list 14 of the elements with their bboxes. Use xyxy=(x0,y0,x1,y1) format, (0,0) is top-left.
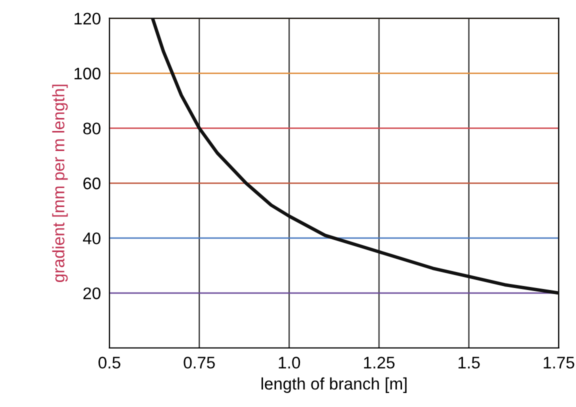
x-tick-label: 1.25 xyxy=(364,356,395,369)
x-tick-label: 0.5 xyxy=(98,356,120,369)
x-tick-label: 1.5 xyxy=(458,356,480,369)
y-tick-label: 40 xyxy=(82,232,100,244)
y-axis-title: gradient [mm per m length] xyxy=(52,84,68,282)
y-tick-label: 100 xyxy=(74,68,100,80)
y-tick-label: 120 xyxy=(74,12,100,25)
x-axis-title: length of branch [m] xyxy=(262,377,407,393)
x-tick-label: 1.0 xyxy=(278,356,300,369)
x-tick-label: 0.75 xyxy=(184,356,215,369)
y-tick-label: 60 xyxy=(83,178,100,190)
y-tick-label: 80 xyxy=(83,122,100,134)
y-tick-label: 20 xyxy=(83,287,100,300)
x-tick-label: 1.75 xyxy=(544,356,574,369)
